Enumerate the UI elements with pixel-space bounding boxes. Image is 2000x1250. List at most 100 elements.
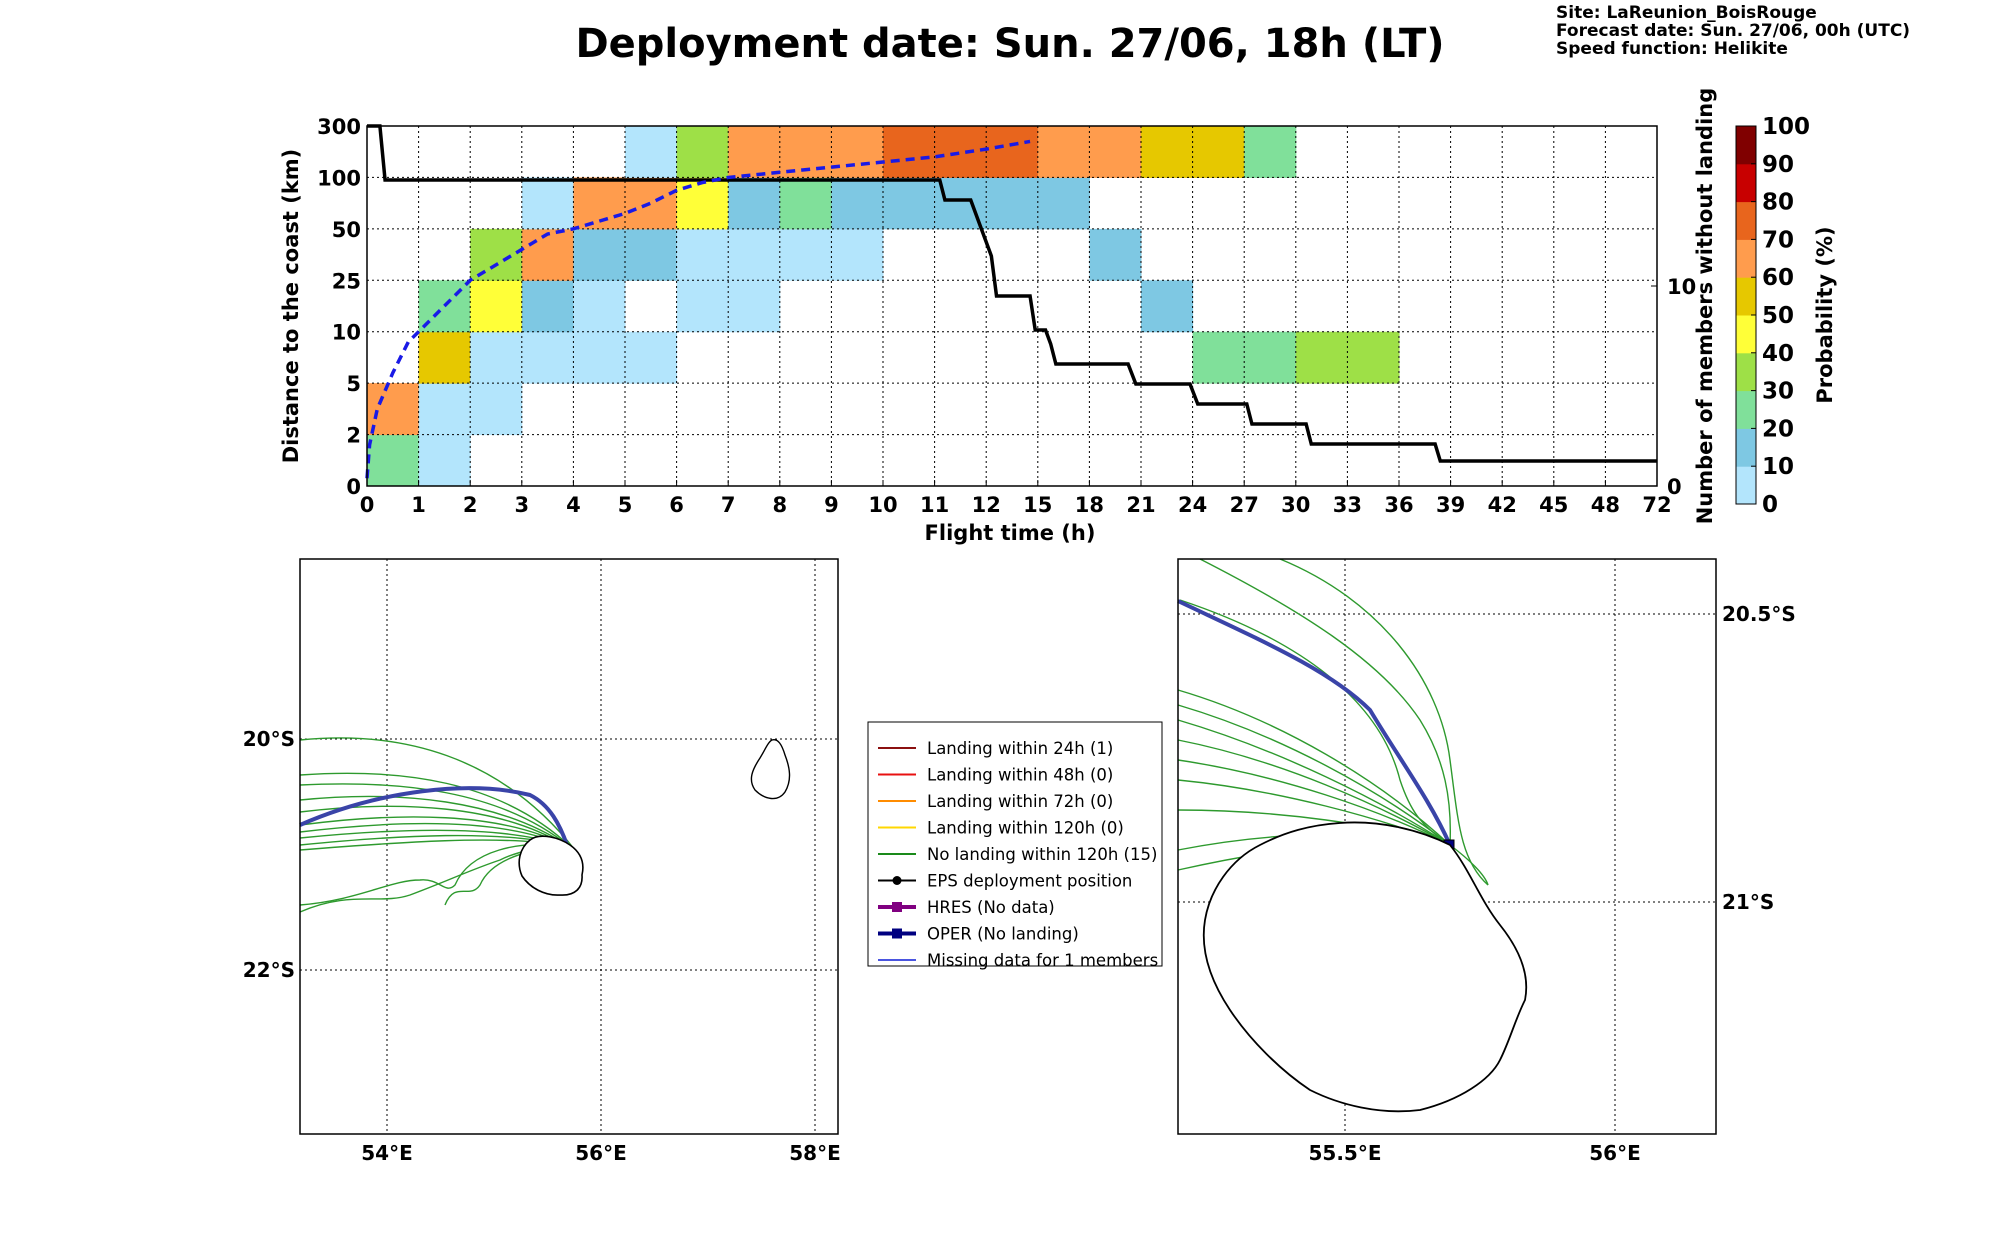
colorbar-cell-8 — [1736, 163, 1756, 203]
heatmap-cell-29 — [728, 126, 781, 178]
heatmap-cell-13 — [521, 177, 574, 230]
heatmap-lines — [365, 124, 1657, 479]
map-right-xtick-56: 56°E — [1589, 1141, 1641, 1165]
probability-colorbar: 0 10 20 30 40 50 60 70 80 90 100 Probability (%) — [1735, 114, 1837, 518]
map-left-reunion-island — [518, 835, 584, 896]
map-right-grid — [1178, 559, 1716, 1134]
x-axis-ticks: 0 1 2 3 4 5 6 7 8 9 10 11 12 15 18 21 24 27 30 33 36 39 42 45 48… — [360, 480, 1672, 517]
x-tick-label-18: 30 — [1281, 493, 1310, 517]
speed-function-label: Speed function: Helikite — [1556, 39, 1788, 59]
heatmap-cell-11 — [521, 280, 574, 333]
legend-label-3: Landing within 120h (0) — [927, 819, 1124, 838]
x-tick-label-14: 18 — [1075, 493, 1104, 517]
heatmap-cell-50 — [1244, 331, 1297, 384]
map-left-xtick-58: 58°E — [789, 1141, 841, 1165]
heatmap-cell-16 — [573, 228, 626, 281]
x-tick-label-12: 12 — [972, 493, 1001, 517]
y-tick-label-7: 300 — [317, 115, 361, 139]
y2-axis-label: Number of members without landing — [1693, 88, 1717, 525]
legend-marker-7 — [892, 928, 902, 939]
x-tick-label-1: 1 — [411, 493, 426, 517]
y2-tick-label-0: 0 — [1667, 475, 1682, 499]
heatmap-cell-35 — [831, 126, 884, 178]
heatmap-cell-24 — [676, 177, 729, 230]
heatmap-cell-9 — [470, 228, 523, 281]
heatmap-cell-12 — [521, 228, 574, 281]
colorbar-cell-4 — [1736, 315, 1756, 354]
heatmap-cell-21 — [625, 126, 678, 178]
heatmap-cell-0 — [367, 434, 420, 487]
heatmap-cell-8 — [470, 280, 523, 333]
heatmap-cell-10 — [521, 331, 574, 384]
heatmap-cell-42 — [1037, 177, 1090, 230]
heatmap-cell-45 — [1089, 126, 1142, 178]
colorbar-ticks: 0 10 20 30 40 50 60 70 80 90 100 — [1751, 114, 1810, 518]
x-tick-label-19: 33 — [1333, 493, 1362, 517]
heatmap-cell-41 — [986, 126, 1039, 178]
x-tick-label-23: 45 — [1539, 493, 1568, 517]
x-tick-label-20: 36 — [1384, 493, 1413, 517]
heatmap-cell-51 — [1244, 126, 1297, 178]
heatmap-cell-1 — [367, 383, 420, 436]
x-tick-label-10: 10 — [868, 493, 897, 517]
colorbar-label: Probability (%) — [1813, 226, 1837, 403]
colorbar-cell-2 — [1736, 390, 1756, 429]
heatmap-cell-33 — [831, 228, 884, 281]
heatmap-cell-3 — [418, 383, 471, 436]
x-tick-label-15: 21 — [1126, 493, 1155, 517]
heatmap-cell-26 — [728, 280, 781, 333]
heatmap-cell-20 — [625, 177, 678, 230]
map-left-ytick-22s: 22°S — [243, 958, 295, 982]
x-tick-label-4: 4 — [566, 493, 581, 517]
colorbar-cell-1 — [1736, 428, 1756, 467]
heatmap-cell-31 — [779, 177, 832, 230]
x-tick-label-2: 2 — [463, 493, 478, 517]
heatmap-cell-27 — [728, 228, 781, 281]
colorbar-cell-0 — [1736, 466, 1756, 505]
members-without-landing-line — [367, 124, 1657, 463]
legend-label-1: Landing within 48h (0) — [927, 766, 1113, 785]
heatmap-cell-22 — [676, 280, 729, 333]
heatmap-cell-39 — [934, 126, 987, 178]
heatmap-cell-14 — [573, 331, 626, 384]
heatmap-cell-37 — [883, 126, 936, 178]
heatmap-frame — [366, 125, 1658, 487]
colorbar-tick-label-9: 90 — [1762, 152, 1794, 178]
heatmap-cell-49 — [1192, 126, 1245, 178]
colorbar-tick-label-8: 80 — [1762, 190, 1794, 216]
colorbar-tick-label-10: 100 — [1762, 114, 1810, 140]
chart-title: Deployment date: Sun. 27/06, 18h (LT) — [575, 21, 1444, 67]
median-distance-dashed-line — [365, 139, 1031, 479]
heatmap-cell-40 — [986, 177, 1039, 230]
legend-label-0: Landing within 24h (1) — [927, 739, 1113, 758]
colorbar-cell-5 — [1736, 277, 1756, 316]
legend-label-7: OPER (No landing) — [927, 925, 1079, 944]
map-left: 54°E 56°E 58°E 20°S 22°S — [243, 558, 841, 1165]
map-left-frame — [299, 558, 839, 1135]
x-tick-label-25: 72 — [1642, 493, 1671, 517]
heatmap-cell-19 — [625, 228, 678, 281]
legend-label-4: No landing within 120h (15) — [927, 845, 1157, 864]
map-right-ytick-21s: 21°S — [1722, 890, 1774, 914]
x-tick-label-16: 24 — [1178, 493, 1207, 517]
map-right-xtick-555: 55.5°E — [1308, 1141, 1381, 1165]
colorbar-tick-label-4: 40 — [1762, 341, 1794, 367]
x-tick-label-21: 39 — [1436, 493, 1465, 517]
y-tick-label-5: 50 — [332, 218, 361, 242]
heatmap-cell-30 — [779, 228, 832, 281]
forecast-date-label: Forecast date: Sun. 27/06, 00h (UTC) — [1556, 21, 1910, 41]
probability-heatmap: 0 1 2 3 4 5 6 7 8 9 10 11 12 15 18 21 24 27 30 33 36 39 42 45 48… — [279, 88, 1717, 545]
heatmap-cells — [367, 126, 1400, 487]
x-tick-label-22: 42 — [1488, 493, 1517, 517]
heatmap-cell-2 — [418, 434, 471, 487]
colorbar-tick-label-6: 60 — [1762, 265, 1794, 291]
y-tick-label-1: 2 — [346, 424, 361, 448]
heatmap-grid — [367, 126, 1657, 486]
heatmap-cell-18 — [625, 331, 678, 384]
map-right: 55.5°E 56°E 20.5°S 21°S — [1177, 558, 1796, 1165]
map-right-oper-track — [1177, 599, 1452, 846]
x-tick-label-3: 3 — [514, 493, 529, 517]
map-left-oper-track — [299, 786, 569, 846]
legend-label-2: Landing within 72h (0) — [927, 792, 1113, 811]
